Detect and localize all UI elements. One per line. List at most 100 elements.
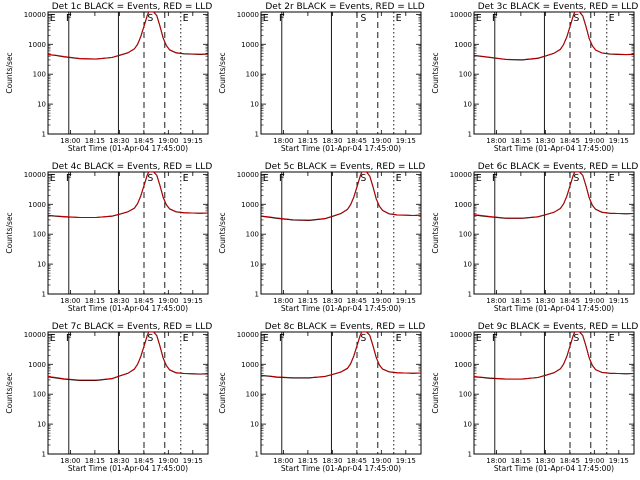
x-tick-label: 19:15 (183, 297, 203, 305)
plot-frame (260, 11, 422, 135)
y-tick-label: 1 (468, 131, 472, 139)
detector-plot-1: Det 1c BLACK = Events, RED = LLD 1 10 100 10… (5, 2, 212, 153)
x-tick-label: 18:30 (535, 297, 555, 305)
x-tick-label: 18:15 (85, 457, 105, 465)
x-tick-label: 18:30 (322, 297, 342, 305)
y-tick-label: 100 (246, 231, 259, 239)
x-tick-label: 19:15 (396, 137, 416, 145)
y-axis-label: Counts/sec (5, 372, 14, 413)
x-tick-label: 19:00 (371, 137, 391, 145)
y-tick-label: 10000 (237, 11, 259, 19)
y-tick-label: 10000 (24, 171, 46, 179)
detector-panel-1: Det 1c BLACK = Events, RED = LLD 1 10 100 10… (0, 0, 213, 160)
x-tick-label: 19:00 (584, 457, 604, 465)
y-tick-label: 10 (37, 421, 46, 429)
event-marker-s: S (360, 333, 366, 344)
y-tick-label: 1 (468, 451, 472, 459)
y-axis-label: Counts/sec (5, 52, 14, 93)
event-marker-e: E (50, 13, 56, 24)
x-tick-label: 19:00 (158, 297, 178, 305)
x-tick-label: 18:45 (560, 457, 580, 465)
event-marker-s: S (147, 13, 153, 24)
detector-panel-7: Det 7c BLACK = Events, RED = LLD 1 10 100 10… (0, 320, 213, 480)
x-tick-label: 18:45 (560, 137, 580, 145)
detector-plot-3: Det 3c BLACK = Events, RED = LLD 1 10 100 10… (431, 2, 638, 153)
y-tick-label: 100 (33, 391, 46, 399)
detector-plot-2: Det 2r BLACK = Events, RED = LLD 1 10 100 10… (218, 2, 425, 153)
x-tick-label: 18:30 (535, 137, 555, 145)
event-marker-e: E (476, 333, 482, 344)
y-tick-label: 100 (246, 391, 259, 399)
x-axis-label: Start Time (01-Apr-04 17:45:00) (68, 464, 188, 473)
y-tick-label: 10000 (237, 331, 259, 339)
x-tick-label: 18:15 (298, 457, 318, 465)
x-tick-label: 18:00 (60, 297, 80, 305)
x-tick-label: 19:00 (371, 297, 391, 305)
y-tick-label: 10 (250, 421, 259, 429)
plot-frame (47, 11, 209, 135)
event-marker-f: F (492, 173, 498, 184)
event-marker-e: E (396, 13, 402, 24)
detector-plot-9: Det 9c BLACK = Events, RED = LLD 1 10 100 10… (431, 322, 639, 473)
y-tick-label: 10000 (450, 171, 472, 179)
x-axis-label: Start Time (01-Apr-04 17:45:00) (281, 304, 401, 313)
x-axis-label: Start Time (01-Apr-04 17:45:00) (494, 464, 614, 473)
detector-plot-7: Det 7c BLACK = Events, RED = LLD 1 10 100 10… (5, 322, 212, 473)
y-tick-label: 1 (42, 451, 46, 459)
x-tick-label: 18:15 (511, 457, 531, 465)
x-tick-label: 18:15 (511, 137, 531, 145)
x-tick-label: 18:00 (486, 137, 506, 145)
event-marker-s: S (360, 13, 366, 24)
x-tick-label: 18:00 (273, 297, 293, 305)
x-tick-label: 18:45 (347, 137, 367, 145)
x-tick-label: 18:30 (109, 137, 129, 145)
y-tick-label: 10 (463, 261, 472, 269)
plot-frame (473, 331, 635, 455)
x-tick-label: 18:15 (85, 137, 105, 145)
x-tick-label: 19:15 (609, 137, 629, 145)
x-tick-label: 18:00 (60, 457, 80, 465)
y-tick-label: 10 (37, 261, 46, 269)
plot-frame (47, 171, 209, 295)
x-tick-label: 18:00 (486, 457, 506, 465)
x-axis-label: Start Time (01-Apr-04 17:45:00) (494, 144, 614, 153)
x-axis-label: Start Time (01-Apr-04 17:45:00) (281, 144, 401, 153)
y-tick-label: 10000 (237, 171, 259, 179)
x-tick-label: 19:15 (183, 457, 203, 465)
y-axis-label: Counts/sec (5, 212, 14, 253)
y-tick-label: 1000 (28, 201, 46, 209)
detector-panel-9: Det 9c BLACK = Events, RED = LLD 1 10 100 10… (426, 320, 639, 480)
event-marker-e: E (476, 13, 482, 24)
x-tick-label: 18:30 (535, 457, 555, 465)
plot-frame (473, 11, 635, 135)
detector-plot-6: Det 6c BLACK = Events, RED = LLD 1 10 100 10… (431, 162, 638, 313)
event-marker-e: E (609, 13, 615, 24)
y-axis-label: Counts/sec (431, 372, 440, 413)
x-tick-label: 19:00 (158, 137, 178, 145)
event-marker-e: E (50, 333, 56, 344)
y-tick-label: 1 (468, 291, 472, 299)
y-tick-label: 100 (246, 71, 259, 79)
x-tick-label: 18:45 (134, 457, 154, 465)
x-tick-label: 18:15 (298, 137, 318, 145)
x-tick-label: 19:00 (584, 297, 604, 305)
y-tick-label: 1 (255, 131, 259, 139)
x-tick-label: 19:00 (158, 457, 178, 465)
lld-series-line (261, 332, 421, 379)
plot-frame (260, 331, 422, 455)
event-marker-e: E (183, 333, 189, 344)
x-tick-label: 18:00 (273, 457, 293, 465)
y-tick-label: 1000 (454, 361, 472, 369)
plot-title: Det 8c BLACK = Events, RED = LLD (265, 322, 426, 332)
y-axis-label: Counts/sec (431, 212, 440, 253)
event-marker-f: F (279, 333, 285, 344)
y-tick-label: 10 (463, 421, 472, 429)
plot-title: Det 9c BLACK = Events, RED = LLD (478, 322, 639, 332)
x-tick-label: 18:30 (109, 457, 129, 465)
detector-panel-2: Det 2r BLACK = Events, RED = LLD 1 10 100 10… (213, 0, 426, 160)
y-tick-label: 10 (37, 101, 46, 109)
lld-series-line (48, 12, 208, 60)
event-marker-s: S (573, 13, 579, 24)
plot-frame (260, 171, 422, 295)
